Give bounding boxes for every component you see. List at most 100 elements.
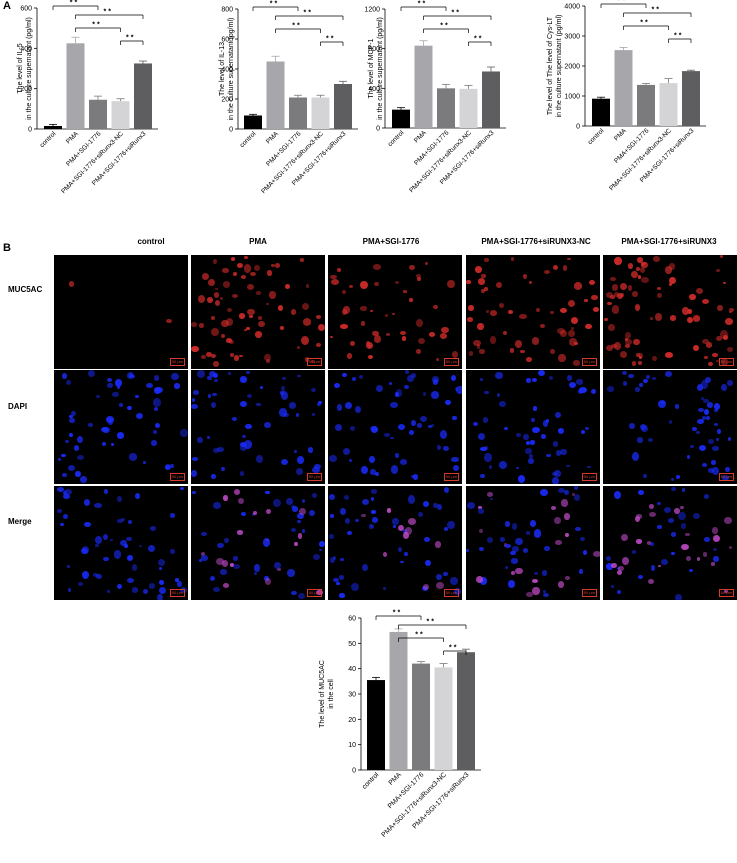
- cell-speck: [239, 313, 246, 319]
- cell-speck: [692, 512, 700, 520]
- cell-speck: [369, 524, 375, 530]
- cell-speck: [117, 518, 124, 524]
- cell-speck: [273, 561, 281, 569]
- bar: [592, 98, 610, 126]
- cell-speck: [487, 492, 494, 498]
- cell-speck: [308, 447, 313, 453]
- cell-speck: [385, 333, 391, 337]
- cell-speck: [312, 466, 320, 473]
- cell-speck: [428, 424, 433, 429]
- y-tick-label: 1200: [364, 7, 380, 14]
- cell-speck: [240, 400, 247, 407]
- cell-speck: [436, 445, 442, 451]
- cell-speck: [390, 402, 398, 408]
- cell-speck: [508, 310, 514, 315]
- cell-speck: [295, 413, 300, 417]
- cell-speck: [342, 290, 347, 294]
- cell-speck: [191, 321, 197, 327]
- cell-speck: [724, 317, 733, 326]
- cell-speck: [525, 441, 531, 445]
- cell-speck: [572, 360, 581, 366]
- cell-speck: [560, 448, 567, 456]
- cell-speck: [498, 303, 504, 309]
- cell-speck: [267, 270, 272, 276]
- cell-speck: [253, 571, 258, 576]
- cell-speck: [233, 488, 240, 495]
- y-tick-label: 4000: [564, 4, 580, 11]
- cell-speck: [667, 518, 674, 524]
- cell-speck: [592, 306, 600, 313]
- cell-speck: [652, 255, 660, 263]
- cell-speck: [660, 558, 668, 565]
- chart-3: 0 400 800 1200 The level of MCP-1 in the cult…: [364, 1, 506, 194]
- cell-speck: [415, 274, 421, 278]
- cell-speck: [670, 477, 674, 482]
- cell-speck: [542, 593, 549, 598]
- y-axis-label: The level of The level of Cys-LT: [547, 16, 554, 115]
- cell-speck: [355, 405, 362, 413]
- cell-speck: [317, 402, 321, 407]
- cell-speck: [382, 586, 387, 591]
- cell-speck: [729, 308, 735, 312]
- cell-speck: [671, 552, 675, 555]
- cell-speck: [645, 375, 650, 380]
- cell-speck: [450, 456, 459, 463]
- cell-speck: [554, 539, 562, 545]
- scale-bar: 50 μm: [169, 589, 185, 597]
- cell-speck: [221, 320, 229, 328]
- cell-speck: [106, 590, 110, 593]
- cell-speck: [479, 378, 484, 382]
- cell-speck: [232, 564, 240, 570]
- significance-label: * *: [427, 619, 435, 626]
- cell-speck: [670, 532, 676, 537]
- cell-speck: [607, 324, 615, 332]
- cell-speck: [318, 548, 323, 552]
- cell-speck: [447, 520, 455, 529]
- cell-speck: [435, 581, 444, 589]
- cell-speck: [392, 525, 396, 529]
- cell-speck: [349, 284, 354, 288]
- cell-speck: [515, 537, 523, 546]
- cell-speck: [631, 290, 639, 297]
- cell-speck: [280, 386, 285, 391]
- cell-speck: [635, 516, 641, 523]
- cell-speck: [576, 379, 583, 385]
- cell-speck: [716, 428, 722, 435]
- cell-speck: [613, 490, 622, 500]
- cell-speck: [197, 294, 206, 303]
- cell-speck: [664, 370, 672, 378]
- y-axis-label: The level of MUC5AC: [319, 660, 326, 728]
- cell-speck: [256, 290, 261, 295]
- cell-speck: [701, 299, 709, 305]
- cell-speck: [343, 448, 351, 456]
- cell-speck: [568, 381, 577, 389]
- cell-speck: [206, 352, 213, 358]
- cell-speck: [345, 401, 352, 409]
- cell-speck: [696, 556, 701, 561]
- cell-speck: [715, 335, 723, 342]
- cell-speck: [265, 508, 272, 515]
- micrograph-image: 50 μm: [328, 486, 462, 600]
- cell-speck: [552, 441, 559, 447]
- cell-speck: [266, 359, 270, 364]
- cell-speck: [716, 305, 723, 311]
- cell-speck: [311, 387, 317, 392]
- cell-speck: [650, 565, 656, 571]
- cell-speck: [467, 501, 476, 509]
- cell-speck: [728, 546, 732, 550]
- cell-speck: [510, 256, 515, 261]
- cell-speck: [424, 536, 430, 543]
- cell-speck: [526, 378, 531, 383]
- cell-speck: [652, 377, 657, 381]
- cell-speck: [650, 317, 654, 321]
- y-axis-label: in the culture supernatant (pg/ml): [26, 17, 33, 120]
- cell-speck: [80, 475, 87, 483]
- cell-speck: [568, 300, 576, 308]
- cell-speck: [112, 391, 119, 398]
- cell-speck: [291, 505, 299, 512]
- cell-speck: [636, 352, 641, 357]
- cell-speck: [415, 319, 424, 327]
- significance-label: * *: [440, 23, 448, 30]
- significance-label: * *: [270, 1, 278, 8]
- cell-speck: [532, 378, 538, 383]
